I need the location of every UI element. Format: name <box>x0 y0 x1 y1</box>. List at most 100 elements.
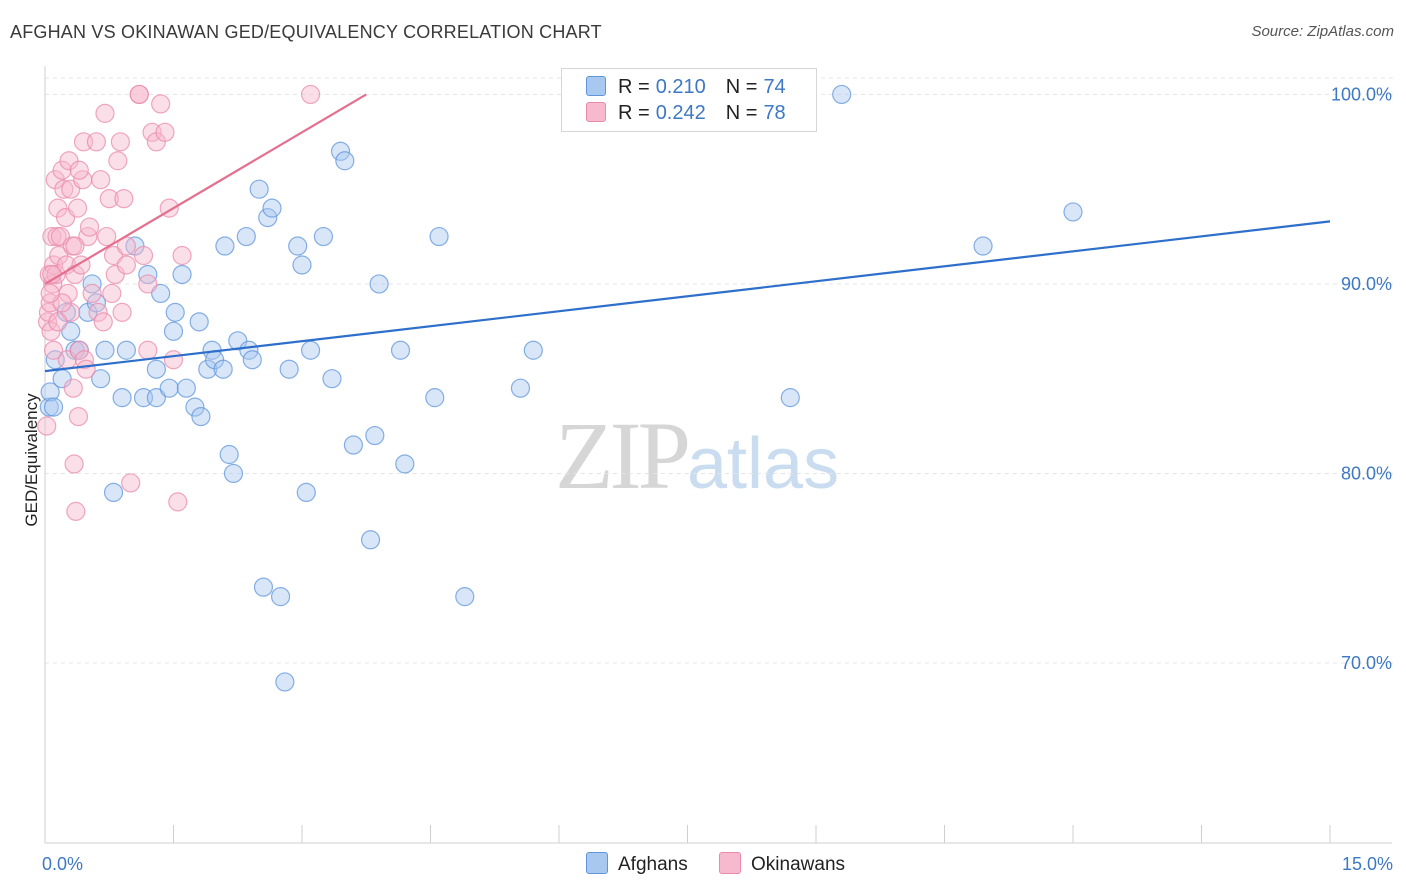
afghans-point <box>151 283 171 304</box>
afghans-point <box>275 672 295 692</box>
afghans-point <box>523 340 543 360</box>
okinawans-point <box>63 378 83 398</box>
afghans-point <box>330 141 351 161</box>
afghans-point <box>223 463 244 484</box>
okinawans-point <box>48 312 68 332</box>
afghans-point <box>365 425 385 446</box>
okinawans-point <box>93 312 113 332</box>
points-layer <box>37 84 1083 692</box>
afghans-point <box>213 359 233 379</box>
okinawans-point <box>97 226 117 247</box>
okinawans-point <box>116 255 136 275</box>
y-tick-label: 100.0% <box>1331 84 1392 104</box>
afghans-point <box>270 587 291 607</box>
legend-row-afghans: R = 0.210 N = 74 <box>586 76 786 100</box>
okinawans-point <box>110 132 130 152</box>
okinawans-point <box>79 217 100 237</box>
afghans-point <box>360 530 381 550</box>
afghans-point <box>262 198 282 218</box>
legend-item-okinawans[interactable]: Okinawans <box>719 852 845 876</box>
okinawans-point <box>76 359 96 379</box>
afghans-point <box>1063 202 1083 222</box>
afghans-point <box>112 388 132 408</box>
okinawans-point <box>78 226 98 247</box>
afghans-point <box>219 444 239 465</box>
x-tick-label: 15.0% <box>1342 854 1393 874</box>
afghans-point <box>159 378 179 398</box>
okinawans-n-value: 78 <box>763 102 786 124</box>
afghans-legend-swatch <box>586 852 608 874</box>
axis-layer <box>44 66 1392 844</box>
okinawans-point <box>172 245 192 266</box>
afghans-point <box>395 454 415 474</box>
afghans-point <box>258 208 278 228</box>
y-tick-label: 90.0% <box>1341 274 1392 294</box>
okinawans-point <box>67 198 88 218</box>
watermark: ZIPatlas <box>555 400 839 511</box>
okinawans-point <box>129 84 149 105</box>
okinawans-point <box>108 151 128 171</box>
okinawans-point <box>37 416 57 436</box>
afghans-point <box>86 293 107 313</box>
afghans-point <box>279 359 299 379</box>
afghans-point <box>369 274 389 294</box>
okinawans-point <box>52 160 72 180</box>
okinawans-point <box>69 160 89 180</box>
afghans-point <box>172 264 192 285</box>
watermark-zip: ZIP <box>555 402 691 509</box>
okinawans-point <box>112 302 132 322</box>
okinawans-point <box>66 501 86 521</box>
okinawans-point <box>86 132 107 152</box>
afghans-point <box>973 236 993 256</box>
okinawans-point <box>168 492 188 512</box>
afghans-point <box>832 84 852 105</box>
afghans-point <box>343 435 363 455</box>
afghans-legend-label: Afghans <box>618 854 688 875</box>
afghans-point <box>322 369 342 389</box>
okinawans-r-value: 0.242 <box>655 102 706 124</box>
afghans-point <box>95 340 115 360</box>
okinawans-point <box>151 94 171 114</box>
afghans-point <box>103 482 124 503</box>
afghans-point <box>185 397 205 417</box>
afghans-point <box>228 331 248 351</box>
afghans-point <box>163 321 184 341</box>
okinawans-trend-line <box>44 93 367 285</box>
afghans-point <box>146 359 166 379</box>
afghans-point <box>236 226 256 247</box>
label-layer: 100.0% 90.0% 80.0% 70.0% 0.0% 15.0% <box>42 84 1393 874</box>
legend-item-afghans[interactable]: Afghans <box>586 852 688 876</box>
afghans-point <box>253 577 274 597</box>
y-tick-label: 80.0% <box>1341 463 1392 483</box>
okinawans-point <box>54 179 74 199</box>
legend-r-label: R = <box>618 76 650 98</box>
series-legend: Afghans Okinawans <box>586 852 871 876</box>
okinawans-point <box>64 454 84 474</box>
afghans-point <box>249 179 269 199</box>
legend-n-label: N = <box>725 102 758 124</box>
afghans-swatch <box>586 76 606 96</box>
afghans-r-value: 0.210 <box>655 76 706 98</box>
afghans-point <box>300 340 321 360</box>
afghans-point <box>335 151 355 171</box>
okinawans-point <box>68 406 89 427</box>
okinawans-point <box>103 245 124 266</box>
afghans-point <box>61 321 81 341</box>
stats-legend: R = 0.210 N = 74 R = 0.242 N = 78 <box>561 68 817 132</box>
okinawans-point <box>65 236 85 256</box>
okinawans-point <box>138 340 158 360</box>
afghans-point <box>191 406 211 427</box>
afghans-point <box>292 255 312 275</box>
okinawans-point <box>69 340 89 360</box>
okinawans-point <box>121 473 141 493</box>
okinawans-legend-swatch <box>719 852 742 874</box>
afghans-point <box>40 382 60 402</box>
chart-title: AFGHAN VS OKINAWAN GED/EQUIVALENCY CORRE… <box>10 22 602 42</box>
okinawans-point <box>74 350 95 370</box>
okinawans-point <box>133 245 154 266</box>
afghans-point <box>198 359 218 379</box>
okinawans-point <box>102 283 122 304</box>
okinawans-point <box>99 189 119 209</box>
legend-r-label: R = <box>618 102 650 124</box>
